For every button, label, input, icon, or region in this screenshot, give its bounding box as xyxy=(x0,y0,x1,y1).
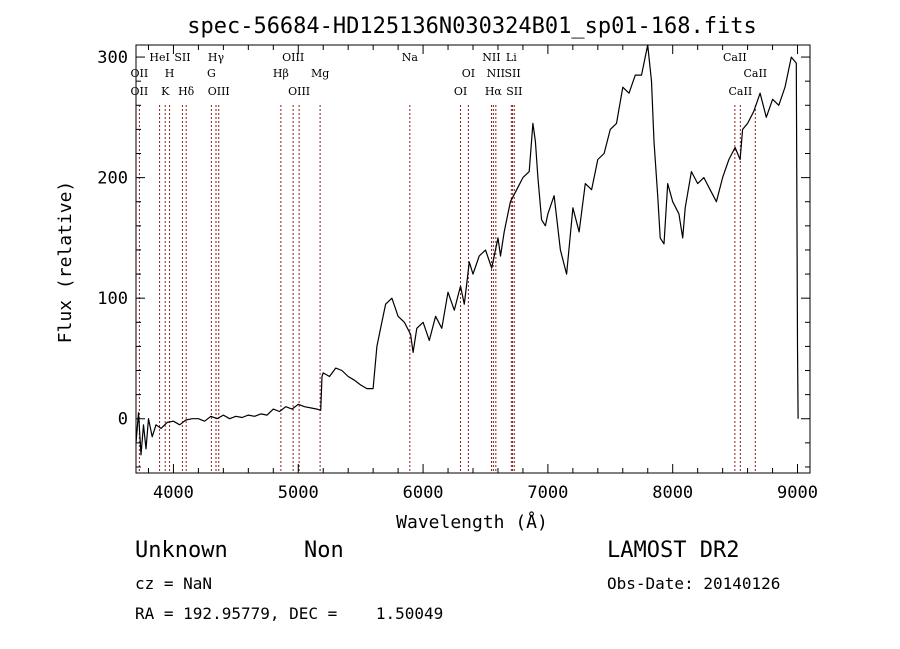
line-marker-label: Hγ xyxy=(208,51,225,64)
y-tick-label: 200 xyxy=(97,169,128,189)
line-markers xyxy=(138,105,756,473)
line-marker-label: Hα xyxy=(485,85,503,98)
object-subclass: Non xyxy=(304,538,344,563)
x-axis: 4000 5000 6000 7000 8000 9000 xyxy=(147,45,818,503)
line-marker-label: Mg xyxy=(311,67,329,80)
line-marker-label: OII xyxy=(131,85,149,98)
line-marker-label: OI xyxy=(462,67,475,80)
coordinates: RA = 192.95779, DEC = 1.50049 xyxy=(135,604,444,623)
spectrum-chart: spec-56684-HD125136N030324B01_sp01-168.f… xyxy=(55,14,818,533)
x-tick-label: 4000 xyxy=(153,483,194,503)
x-tick-label: 7000 xyxy=(527,483,568,503)
line-marker-label: OI xyxy=(454,85,467,98)
redshift-cz: cz = NaN xyxy=(135,574,213,593)
spectrum-line xyxy=(135,44,799,456)
line-marker-label: Hβ xyxy=(273,67,289,80)
x-tick-label: 5000 xyxy=(278,483,319,503)
line-marker-label: H xyxy=(165,67,175,80)
line-marker-label: Li xyxy=(506,51,517,64)
line-marker-label: K xyxy=(161,85,170,98)
line-marker-label: SII xyxy=(504,67,520,80)
y-axis-label: Flux (relative) xyxy=(55,181,76,344)
line-marker-label: Hδ xyxy=(178,85,195,98)
x-axis-label: Wavelength (Å) xyxy=(396,511,548,533)
line-marker-label: SII xyxy=(174,51,190,64)
line-marker-label: OIII xyxy=(208,85,230,98)
line-marker-label: CaII xyxy=(723,51,747,64)
line-marker-label: G xyxy=(207,67,216,80)
y-tick-label: 100 xyxy=(97,289,128,309)
survey-name: LAMOST DR2 xyxy=(607,538,740,563)
line-marker-label: NII xyxy=(482,51,500,64)
x-tick-label: 9000 xyxy=(777,483,818,503)
y-tick-label: 300 xyxy=(97,48,128,68)
line-marker-label: HeI xyxy=(149,51,169,64)
plot-frame xyxy=(135,44,811,474)
line-marker-label: CaII xyxy=(729,85,753,98)
x-tick-label: 8000 xyxy=(652,483,693,503)
line-marker-label: SII xyxy=(506,85,522,98)
line-marker-label: OIII xyxy=(282,51,304,64)
y-tick-label: 0 xyxy=(118,410,128,430)
line-marker-label: OII xyxy=(131,67,149,80)
x-tick-label: 6000 xyxy=(403,483,444,503)
line-marker-label: CaII xyxy=(743,67,767,80)
line-marker-label: NII xyxy=(487,67,505,80)
chart-title: spec-56684-HD125136N030324B01_sp01-168.f… xyxy=(187,14,757,39)
line-marker-label: Na xyxy=(402,51,419,64)
line-marker-labels: OIIOIIHeIKHSIIHδGHγOIIIHβOIIIOIIIMgNaOIO… xyxy=(131,51,768,98)
object-class: Unknown xyxy=(135,538,228,563)
line-marker-label: OIII xyxy=(288,85,310,98)
y-axis: 0 100 200 300 xyxy=(97,48,810,468)
obs-date: Obs-Date: 20140126 xyxy=(607,574,781,593)
